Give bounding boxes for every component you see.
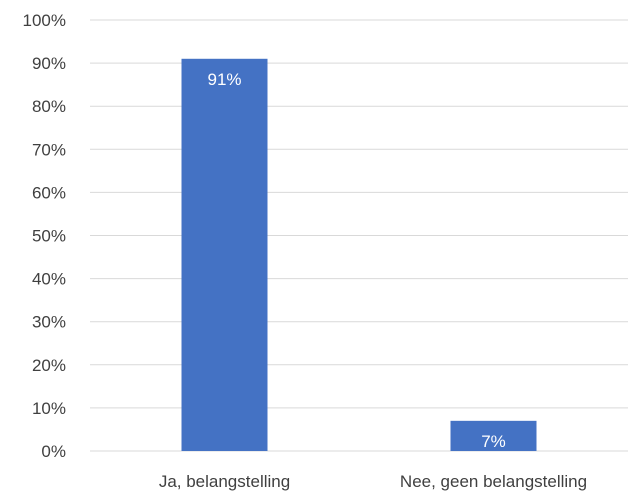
bar — [181, 58, 268, 451]
y-tick-label: 90% — [32, 54, 66, 73]
y-axis-tick-labels: 0% 10% 20% 30% 40% 50% 60% 70% 80% 90% 100% — [23, 11, 66, 461]
y-tick-label: 30% — [32, 313, 66, 332]
data-label: 91% — [207, 70, 241, 89]
data-label: 7% — [481, 432, 506, 451]
x-axis-tick-labels: Ja, belangstelling Nee, geen belangstelli… — [159, 472, 587, 491]
y-tick-label: 20% — [32, 356, 66, 375]
y-tick-label: 70% — [32, 140, 66, 159]
bar — [450, 420, 537, 451]
y-tick-label: 50% — [32, 227, 66, 246]
y-tick-label: 40% — [32, 270, 66, 289]
bars — [181, 58, 537, 451]
y-tick-label: 100% — [23, 11, 66, 30]
y-tick-label: 80% — [32, 97, 66, 116]
y-tick-label: 10% — [32, 399, 66, 418]
x-tick-label: Ja, belangstelling — [159, 472, 290, 491]
y-tick-label: 0% — [41, 442, 66, 461]
x-tick-label: Nee, geen belangstelling — [400, 472, 587, 491]
gridlines — [90, 19, 628, 452]
y-tick-label: 60% — [32, 183, 66, 202]
data-labels: 91% 7% — [207, 70, 505, 451]
